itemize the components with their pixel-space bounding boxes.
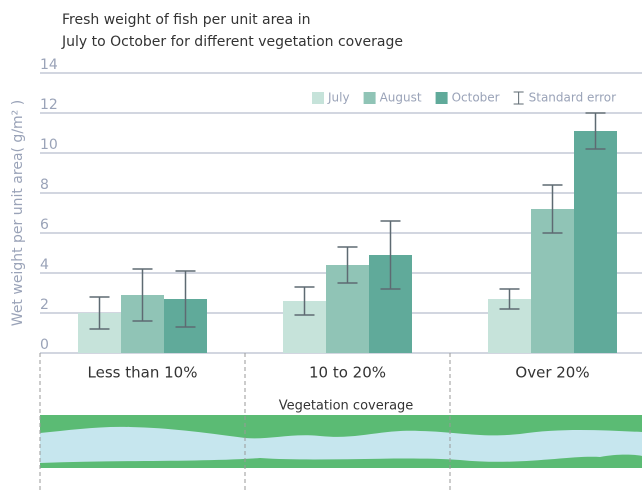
x-axis-label: Vegetation coverage: [279, 399, 414, 414]
legend-label: July: [327, 91, 350, 105]
chart: Fresh weight of fish per unit area in Ju…: [0, 0, 642, 493]
y-tick-label: 12: [40, 97, 58, 113]
y-axis-label: Wet weight per unit area( g/m² ): [10, 100, 26, 326]
y-tick-label: 10: [40, 137, 58, 153]
y-tick-label: 4: [40, 257, 49, 273]
legend-label: Standard error: [529, 91, 617, 105]
vegetation-strip: [40, 415, 642, 468]
y-tick-label: 0: [40, 337, 49, 353]
legend-label: August: [380, 91, 422, 105]
bar: [574, 131, 617, 353]
y-tick-label: 6: [40, 217, 49, 233]
legend-swatch: [364, 92, 376, 104]
chart-subtitle: July to October for different vegetation…: [61, 34, 403, 50]
legend-swatch: [312, 92, 324, 104]
legend-error-icon: [514, 92, 524, 104]
y-tick-label: 8: [40, 177, 49, 193]
legend-swatch: [436, 92, 448, 104]
y-tick-label: 14: [40, 57, 58, 73]
chart-title: Fresh weight of fish per unit area in: [62, 12, 310, 28]
legend-label: October: [452, 91, 500, 105]
x-tick-label: Over 20%: [515, 364, 589, 382]
x-tick-label: 10 to 20%: [309, 364, 386, 382]
x-tick-label: Less than 10%: [88, 364, 198, 382]
y-tick-label: 2: [40, 297, 49, 313]
